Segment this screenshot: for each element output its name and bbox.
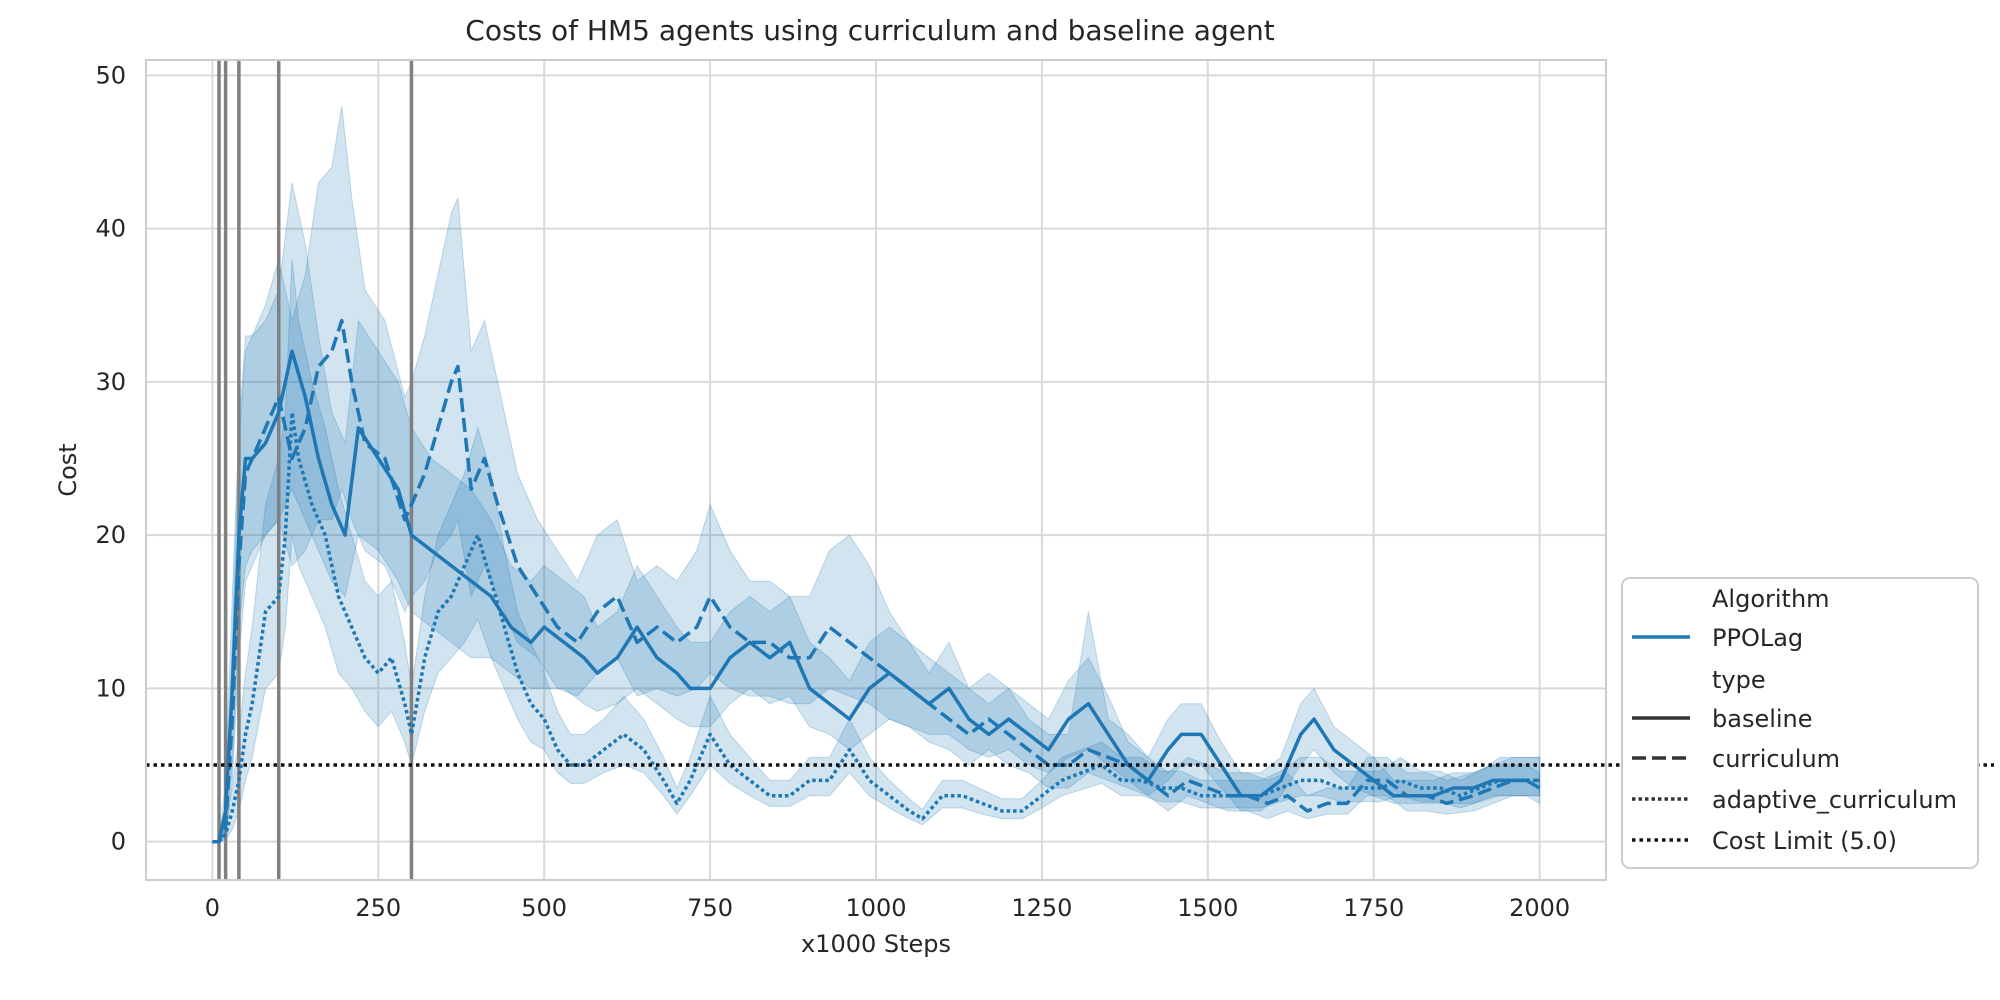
- x-tick-label: 500: [521, 894, 567, 922]
- y-tick-label: 0: [111, 828, 126, 856]
- series-lines: [212, 318, 1541, 844]
- legend-entry-ppolag: PPOLag: [1712, 624, 1803, 652]
- confidence-bands: [212, 105, 1541, 843]
- legend-entry-adaptive-curriculum: adaptive_curriculum: [1712, 786, 1957, 814]
- y-tick-label: 40: [95, 215, 126, 243]
- x-axis-label: x1000 Steps: [801, 930, 951, 958]
- x-tick-label: 1750: [1343, 894, 1404, 922]
- curriculum-markers: [217, 60, 414, 880]
- band-curriculum: [212, 105, 1541, 843]
- chart-title: Costs of HM5 agents using curriculum and…: [465, 14, 1274, 47]
- y-tick-label: 50: [95, 61, 126, 89]
- axis-ticks: 0 250 500 750 1000 1250 1500 1750 2000 0 10 20 30 40 5…: [95, 61, 1570, 922]
- grid-lines: [146, 60, 1606, 880]
- y-tick-label: 20: [95, 521, 126, 549]
- legend-header-algorithm: Algorithm: [1712, 585, 1830, 613]
- x-tick-label: 1500: [1177, 894, 1238, 922]
- x-tick-label: 2000: [1509, 894, 1570, 922]
- legend-header-type: type: [1712, 666, 1766, 694]
- band-adaptive-curriculum: [212, 259, 1541, 843]
- legend-entry-baseline: baseline: [1712, 705, 1813, 733]
- y-tick-label: 10: [95, 674, 126, 702]
- x-tick-label: 1250: [1011, 894, 1072, 922]
- x-tick-label: 750: [687, 894, 733, 922]
- band-baseline: [212, 182, 1541, 843]
- line-curriculum: [212, 318, 1540, 844]
- legend: Algorithm PPOLag type baseline curriculu…: [1621, 577, 1979, 869]
- legend-box: [1621, 577, 1979, 869]
- plot-frame: [145, 59, 1607, 881]
- line-baseline: [212, 349, 1541, 844]
- legend-entry-curriculum: curriculum: [1712, 745, 1840, 773]
- x-tick-label: 250: [355, 894, 401, 922]
- y-tick-label: 30: [95, 368, 126, 396]
- line-adaptive-curriculum: [212, 410, 1540, 844]
- legend-entry-cost-limit: Cost Limit (5.0): [1712, 827, 1897, 855]
- x-tick-label: 1000: [845, 894, 906, 922]
- y-axis-label: Cost: [54, 443, 82, 496]
- x-tick-label: 0: [205, 894, 220, 922]
